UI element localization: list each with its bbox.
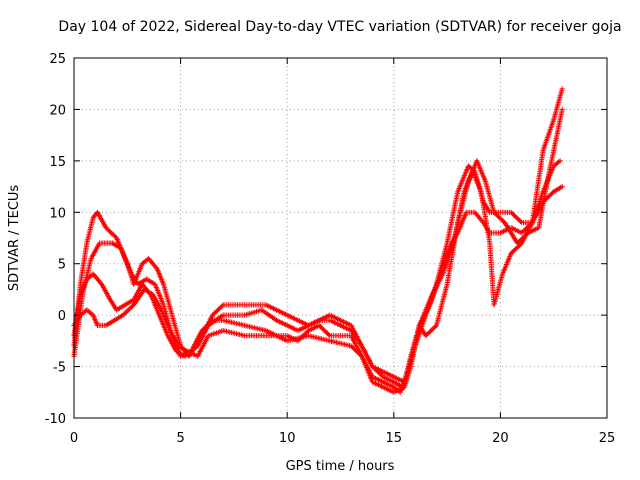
axis-ticks: 0 5 10 15 20 25 -10 -5 0 5 10 15 20 25	[45, 52, 616, 446]
y-tick-label: 25	[49, 52, 66, 67]
y-tick-label: 5	[58, 258, 66, 273]
data-point-markers	[71, 106, 565, 385]
data-point-markers	[71, 86, 565, 395]
y-tick-label: -5	[53, 361, 66, 376]
y-tick-label: 20	[49, 103, 66, 118]
x-tick-label: 20	[492, 431, 509, 446]
plot-frame	[73, 57, 608, 419]
y-tick-label: 0	[58, 309, 66, 324]
grid-lines	[74, 58, 607, 418]
y-tick-label: -10	[45, 412, 66, 427]
data-markers	[71, 86, 565, 395]
x-tick-label: 0	[70, 431, 78, 446]
x-tick-label: 15	[386, 431, 403, 446]
x-tick-label: 5	[176, 431, 184, 446]
x-tick-label: 25	[599, 431, 616, 446]
series-track-4	[71, 86, 565, 395]
y-tick-label: 10	[49, 206, 66, 221]
series-track-3	[71, 106, 565, 385]
x-tick-label: 10	[279, 431, 296, 446]
x-axis-label: GPS time / hours	[286, 459, 395, 474]
y-axis-label: SDTVAR / TECUs	[7, 185, 22, 292]
chart-title: Day 104 of 2022, Sidereal Day-to-day VTE…	[58, 19, 621, 35]
y-tick-label: 15	[49, 155, 66, 170]
